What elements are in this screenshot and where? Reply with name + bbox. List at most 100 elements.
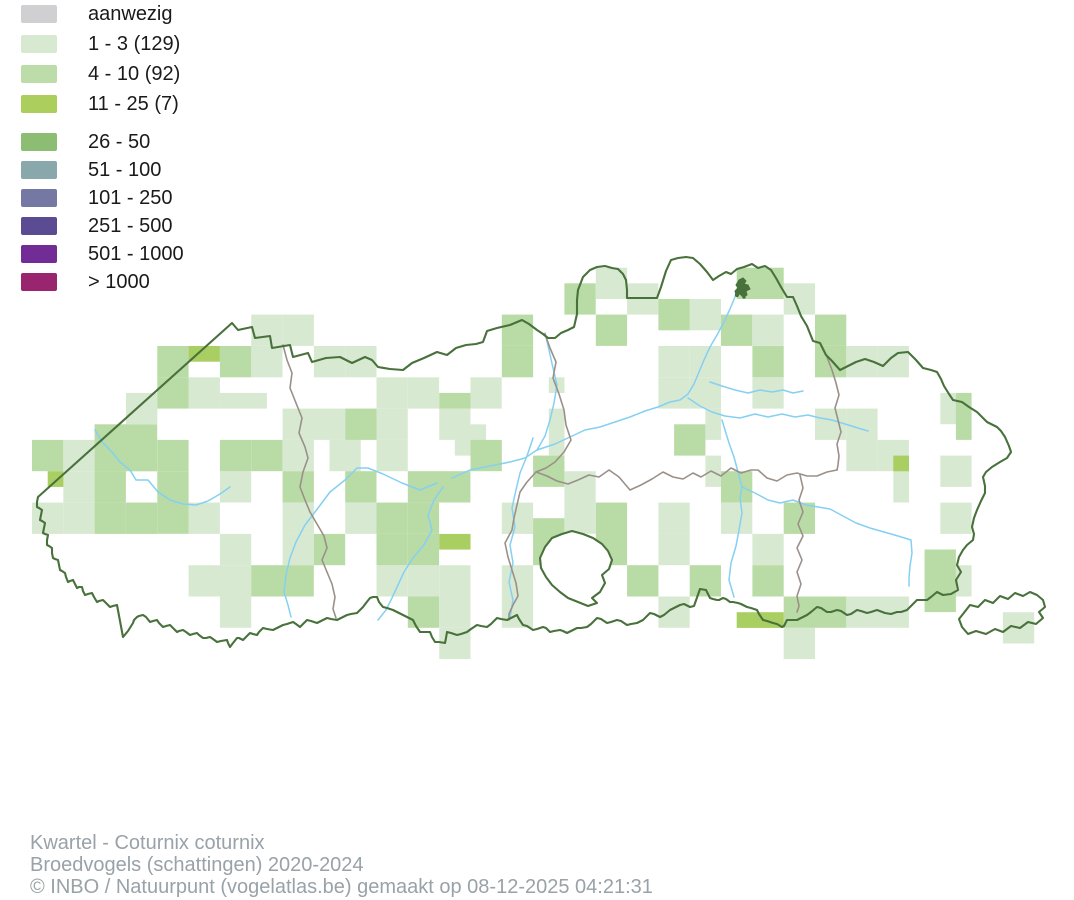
- footer: Kwartel - Coturnix coturnix Broedvogels …: [30, 832, 653, 898]
- atlas-cell-medium: [470, 439, 502, 472]
- legend-label: 101 - 250: [88, 187, 173, 209]
- atlas-cell-medium: [94, 424, 158, 472]
- atlas-cell-high: [188, 346, 220, 362]
- atlas-cell-light: [783, 627, 815, 660]
- atlas-cell-medium: [219, 346, 252, 378]
- atlas-cell-medium: [157, 346, 189, 378]
- atlas-cell-light: [548, 408, 565, 456]
- atlas-cell-medium: [501, 346, 534, 378]
- atlas-cell-medium: [32, 439, 64, 472]
- antwerp-port-mark: [735, 278, 750, 299]
- province-borders: [283, 334, 841, 620]
- atlas-cell-medium: [157, 439, 189, 472]
- legend-item: 11 - 25 (7): [21, 93, 184, 115]
- atlas-cell-medium: [219, 439, 252, 472]
- atlas-cell-medium: [345, 471, 377, 503]
- legend-label: 26 - 50: [88, 131, 151, 153]
- atlas-cell-medium: [94, 471, 126, 503]
- atlas-cell-medium: [251, 439, 283, 472]
- atlas-cell-medium: [783, 596, 847, 628]
- legend-swatch: [21, 217, 57, 235]
- atlas-cell-light: [376, 565, 408, 597]
- atlas-cell-light: [752, 377, 784, 409]
- atlas-cell-light: [63, 502, 95, 534]
- atlas-cell-medium: [407, 502, 440, 534]
- atlas-cell-light: [376, 408, 408, 440]
- atlas-cell-light: [376, 377, 408, 409]
- atlas-cell-light: [282, 439, 314, 472]
- atlas-cell-medium: [313, 533, 346, 566]
- atlas-cell-high: [736, 612, 784, 628]
- atlas-cell-medium: [752, 346, 784, 378]
- atlas-cell-medium: [815, 314, 847, 346]
- legend-swatch: [21, 273, 57, 291]
- atlas-cell-medium: [376, 502, 408, 534]
- atlas-cell-light: [219, 533, 252, 566]
- atlas-cell-light: [188, 502, 220, 534]
- atlas-cell-light: [721, 502, 753, 534]
- atlas-cell-light: [282, 314, 314, 346]
- legend-label: aanwezig: [88, 3, 173, 25]
- atlas-cell-light: [219, 596, 252, 628]
- atlas-cell-light: [689, 299, 721, 331]
- atlas-cell-light: [407, 565, 440, 597]
- atlas-cell-light: [63, 439, 95, 472]
- legend-item: 1 - 3 (129): [21, 34, 184, 54]
- atlas-cell-light: [63, 471, 95, 503]
- atlas-cell-medium: [501, 314, 534, 346]
- atlas-cell-light: [345, 502, 377, 534]
- legend-swatch: [21, 133, 57, 151]
- atlas-cell-medium: [251, 565, 314, 597]
- atlas-cell-medium: [595, 314, 628, 346]
- legend-item: > 1000: [21, 271, 184, 293]
- legend-label: 11 - 25 (7): [88, 93, 179, 115]
- legend-swatch: [21, 245, 57, 263]
- legend-label: 501 - 1000: [88, 243, 184, 265]
- legend-label: 51 - 100: [88, 159, 162, 181]
- atlas-cell-medium: [345, 408, 377, 440]
- legend-item: 501 - 1000: [21, 243, 184, 265]
- atlas-cell-medium: [627, 565, 659, 597]
- legend-label: > 1000: [88, 271, 150, 293]
- atlas-cell-medium: [157, 377, 189, 409]
- atlas-cell-light: [940, 502, 972, 534]
- atlas-cell-light: [126, 392, 158, 425]
- legend-label: 4 - 10 (92): [88, 63, 181, 85]
- brussels-enclave: [540, 531, 612, 606]
- atlas-cell-light: [752, 533, 784, 566]
- flanders-border-path: [37, 257, 1011, 647]
- atlas-cell-light: [376, 439, 408, 472]
- atlas-cell-high: [893, 455, 909, 472]
- legend-swatch: [21, 35, 57, 53]
- atlas-cell-medium: [924, 549, 956, 613]
- atlas-cell-medium: [689, 565, 721, 597]
- atlas-cell-light: [689, 346, 721, 378]
- atlas-cell-medium: [564, 283, 596, 315]
- atlas-cell-medium: [376, 533, 408, 566]
- legend-swatch: [21, 161, 57, 179]
- atlas-cell-light: [940, 455, 972, 487]
- legend-swatch: [21, 5, 57, 23]
- atlas-cell-medium: [157, 471, 189, 534]
- legend-swatch: [21, 95, 57, 113]
- legend-item: 101 - 250: [21, 187, 184, 209]
- atlas-cell-light: [219, 392, 267, 409]
- atlas-cell-medium: [815, 346, 847, 378]
- atlas-cell-high: [439, 533, 471, 550]
- atlas-cell-medium: [439, 392, 471, 409]
- legend-item: 4 - 10 (92): [21, 63, 184, 85]
- legend-item: aanwezig: [21, 3, 184, 25]
- voeren-exclave: [959, 592, 1045, 634]
- atlas-cell-light: [188, 377, 220, 409]
- atlas-cell-medium: [955, 392, 972, 440]
- atlas-cell-medium: [752, 565, 784, 597]
- species-title: Kwartel - Coturnix coturnix: [30, 832, 265, 854]
- rivers: [95, 289, 912, 620]
- legend-item: 26 - 50: [21, 131, 184, 153]
- atlas-cell-light: [439, 596, 471, 628]
- atlas-cell-light: [282, 502, 314, 534]
- atlas-cell-light: [501, 502, 534, 534]
- legend-label: 251 - 500: [88, 215, 173, 237]
